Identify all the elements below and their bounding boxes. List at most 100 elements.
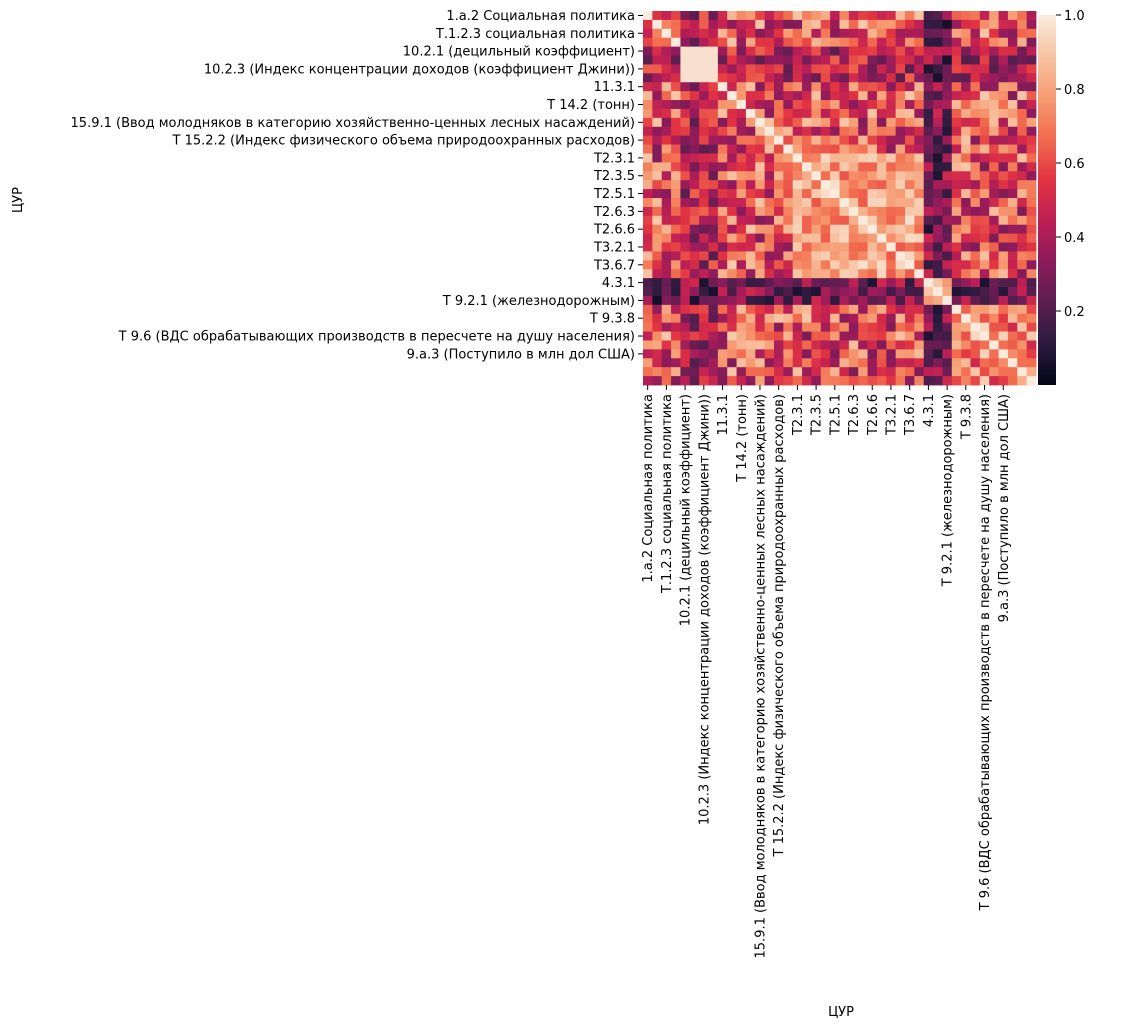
heatmap-cell [680,251,691,261]
heatmap-cell [905,251,915,261]
heatmap-cell [736,295,747,306]
heatmap-cell [661,117,672,128]
heatmap-cell [923,287,934,297]
heatmap-cell [886,269,897,279]
heatmap-cell [876,91,887,101]
heatmap-cell [643,260,653,270]
heatmap-cell [858,313,868,324]
heatmap-cell [839,322,850,332]
heatmap-cell [848,28,859,39]
heatmap-cell [736,322,747,332]
heatmap-cell [905,242,915,252]
heatmap-cell [661,224,672,235]
heatmap-cell [802,126,812,137]
heatmap-cell [680,37,691,48]
heatmap-cell [876,376,887,386]
heatmap-cell [755,358,766,368]
heatmap-cell [755,189,766,199]
heatmap-cell [1026,269,1037,279]
heatmap-cell [867,19,878,30]
heatmap-cell [970,19,981,30]
heatmap-cell [858,73,868,83]
heatmap-cell [942,37,953,48]
heatmap-cell [961,322,971,332]
heatmap-cell [951,269,962,279]
heatmap-cell [858,198,868,208]
heatmap-cell [998,37,1009,48]
heatmap-cell [989,224,999,235]
heatmap-cell [652,28,663,39]
heatmap-cell [858,251,868,261]
y-tick-label: 1.a.2 Социальная политика [446,9,635,24]
heatmap-cell [998,367,1009,377]
heatmap-cell [848,251,859,261]
heatmap-cell [1007,198,1018,208]
heatmap-cell [914,82,925,92]
heatmap-cell [951,251,962,261]
heatmap-cell [858,144,868,154]
heatmap-cell [680,206,691,217]
heatmap-cell [895,215,906,226]
heatmap-cell [783,322,794,332]
heatmap-cell [905,206,915,217]
heatmap-cell [848,322,859,332]
heatmap-cell [717,304,728,315]
heatmap-cell [764,304,775,315]
heatmap-cell [736,162,747,172]
heatmap-cell [848,153,859,163]
heatmap-cell [792,64,803,74]
heatmap-cell [848,19,859,30]
heatmap-cell [1026,108,1037,119]
heatmap-cell [774,153,784,163]
heatmap-cell [979,349,990,359]
heatmap-cell [1017,153,1028,163]
heatmap-cell [708,180,719,190]
heatmap-cell [764,287,775,297]
heatmap-cell [764,278,775,288]
heatmap-cell [689,376,700,386]
heatmap-cell [717,278,728,288]
heatmap-cell [951,162,962,172]
heatmap-cell [820,260,831,270]
heatmap-cell [979,358,990,368]
heatmap-cell [727,108,737,119]
heatmap-cell [867,135,878,145]
heatmap-cell [989,260,999,270]
heatmap-cell [811,287,822,297]
heatmap-cell [671,171,681,181]
heatmap-cell [802,28,812,39]
heatmap-cell [933,108,943,119]
heatmap-cell [820,64,831,74]
heatmap-cell [979,304,990,315]
heatmap-cell [745,251,756,261]
heatmap-cell [942,313,953,324]
heatmap-cell [895,162,906,172]
heatmap-cell [802,251,812,261]
heatmap-cell [905,367,915,377]
heatmap-cell [708,46,719,56]
heatmap-cell [745,171,756,181]
heatmap-cell [774,340,784,350]
heatmap-cell [942,260,953,270]
heatmap-cell [792,260,803,270]
heatmap-cell [811,11,822,21]
heatmap-cell [923,331,934,341]
heatmap-cell [745,108,756,119]
heatmap-cell [858,269,868,279]
heatmap-cell [998,233,1009,243]
heatmap-cell [745,331,756,341]
heatmap-cell [989,287,999,297]
heatmap-cell [708,340,719,350]
heatmap-cell [1007,322,1018,332]
heatmap-cell [661,251,672,261]
heatmap-cell [933,171,943,181]
heatmap-cell [783,73,794,83]
heatmap-cell [839,304,850,315]
heatmap-cell [717,322,728,332]
heatmap-cell [961,215,971,226]
heatmap-cell [979,295,990,306]
heatmap-cell [867,144,878,154]
heatmap-cell [689,349,700,359]
heatmap-cell [905,55,915,65]
heatmap-cell [736,189,747,199]
